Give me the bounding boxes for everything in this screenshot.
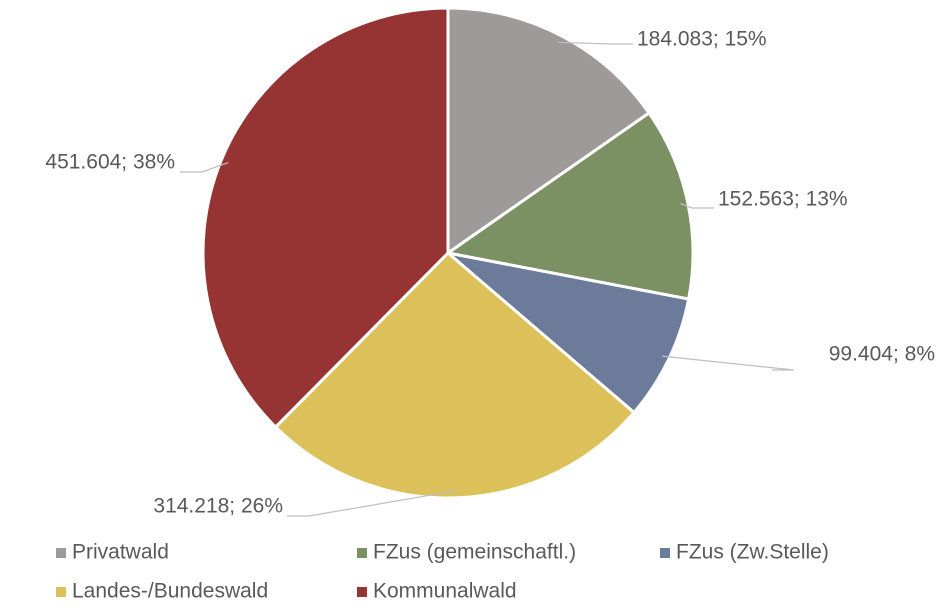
leader-line	[287, 489, 458, 517]
pie-slice	[446, 6, 652, 256]
pie-slice	[201, 6, 450, 430]
data-label: 99.404; 8%	[829, 343, 935, 366]
legend-label: FZus (Zw.Stelle)	[676, 541, 829, 564]
leader-line	[180, 162, 229, 173]
data-labels: 184.083; 15% 152.563; 13% 99.404; 8% 314.21…	[45, 28, 935, 518]
legend-swatch	[660, 548, 670, 558]
legend-label: Kommunalwald	[373, 580, 517, 603]
legend-label: Privatwald	[72, 541, 169, 564]
data-label: 184.083; 15%	[637, 28, 767, 51]
legend-swatch	[56, 587, 66, 597]
legend-swatch	[357, 548, 367, 558]
legend-label: FZus (gemeinschaftl.)	[373, 541, 576, 564]
data-label: 451.604; 38%	[45, 151, 175, 174]
leader-line	[557, 41, 633, 45]
pie-slice	[442, 250, 691, 415]
legend-swatch	[357, 587, 367, 597]
leader-line	[662, 355, 795, 371]
legend: Privatwald FZus (gemeinschaftl.) FZus (Zw.…	[56, 541, 829, 603]
legend-swatch	[56, 548, 66, 558]
leader-line	[680, 202, 714, 209]
pie-slice	[273, 250, 637, 500]
data-label: 314.218; 26%	[153, 495, 283, 518]
pie	[201, 6, 695, 500]
pie-slice	[444, 110, 695, 301]
legend-label: Landes-/Bundeswald	[72, 580, 268, 603]
data-label: 152.563; 13%	[718, 188, 848, 211]
